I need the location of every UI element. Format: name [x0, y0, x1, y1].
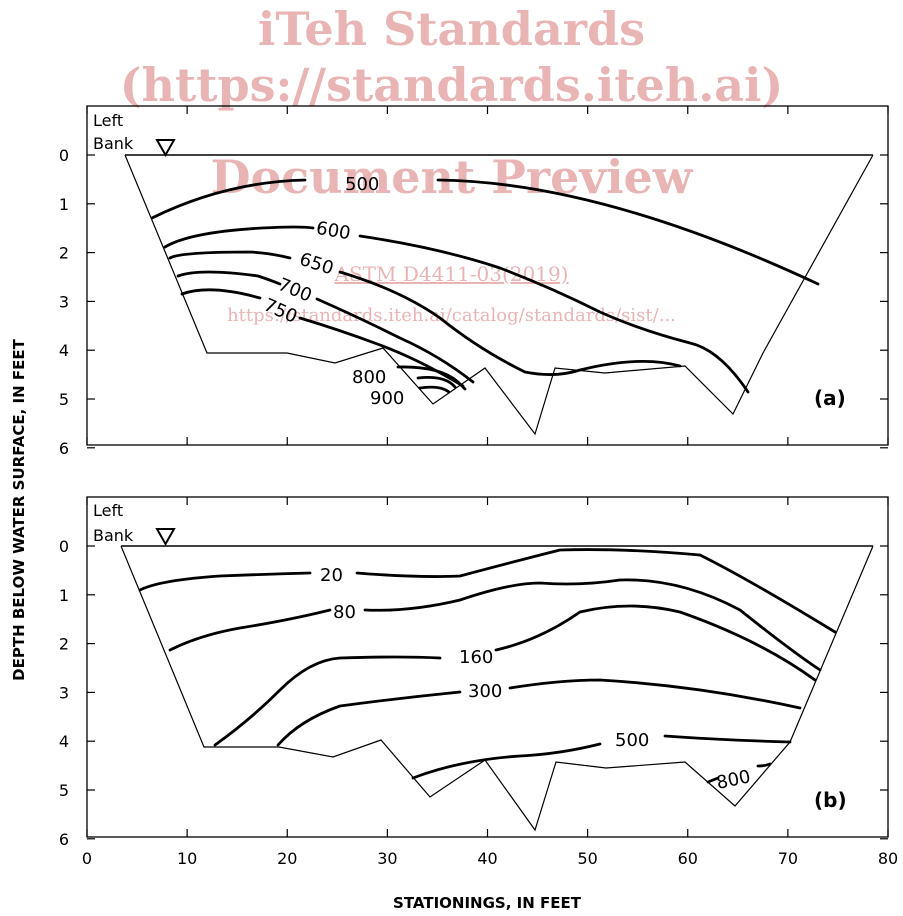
panel-b: Left Bank (b) 20 80 160 300 500 800: [86, 496, 889, 838]
panel-a-contour-650: [168, 250, 682, 376]
y-tick-label: 1: [59, 195, 69, 214]
panel-a-contour-900: [416, 376, 457, 394]
x-tick-label: 30: [377, 849, 397, 868]
x-tick-label: 60: [678, 849, 698, 868]
x-tick-label: 0: [82, 849, 92, 868]
panel-a-contour-600: [163, 225, 750, 394]
x-tick-label: 20: [277, 849, 297, 868]
panel-b-contour-20: [138, 548, 837, 634]
x-tick-label: 80: [878, 849, 898, 868]
panel-a-frame: [86, 105, 889, 446]
x-tick-label: 70: [778, 849, 798, 868]
panel-a-label-900: 900: [370, 388, 404, 409]
y-tick-label: 2: [59, 635, 69, 654]
watermark-preview: Document Preview: [210, 150, 693, 204]
panel-b-label-80: 80: [333, 602, 356, 623]
x-tick-label: 50: [577, 849, 597, 868]
panel-b-channel-bed: [120, 545, 874, 832]
y-tick-label: 2: [59, 244, 69, 263]
panel-a-label-500: 500: [345, 174, 379, 195]
panel-a-contour-700: [176, 270, 475, 384]
panel-b-contour-500: [411, 734, 792, 780]
y-tick-label: 4: [59, 732, 69, 751]
y-tick-label: 6: [59, 439, 69, 458]
watermark-title: iTeh Standards: [257, 2, 646, 56]
panel-a-water-level-icon: [155, 139, 176, 158]
panel-b-bank-label: Bank: [93, 526, 134, 545]
panel-b-label-300: 300: [468, 681, 502, 702]
y-tick-label: 4: [59, 341, 69, 360]
panel-b-contour-160: [213, 604, 817, 747]
y-tick-label: 1: [59, 586, 69, 605]
x-tick-label: 10: [177, 849, 197, 868]
panel-b-contour-800: [706, 762, 772, 784]
x-tick-label: 40: [477, 849, 497, 868]
y-tick-label: 0: [59, 537, 69, 556]
panel-b-label-160: 160: [459, 647, 493, 668]
panel-a-label-800: 800: [352, 367, 386, 388]
panel-a-tag: (a): [814, 386, 846, 410]
panel-a-label-650: 650: [297, 249, 336, 280]
axis-ticks: [86, 106, 889, 840]
panel-a-contour-800: [396, 365, 467, 391]
y-tick-label: 3: [59, 683, 69, 702]
y-tick-label: 3: [59, 292, 69, 311]
panel-b-contour-80: [168, 578, 822, 672]
watermark-url: (https://standards.iteh.ai): [119, 58, 784, 112]
panel-a-channel-bed: [124, 154, 874, 436]
panel-b-label-800: 800: [715, 766, 753, 794]
panel-b-water-level-icon: [155, 528, 176, 547]
y-tick-label: 5: [59, 781, 69, 800]
panel-a-contour-500: [150, 178, 820, 286]
panel-a-label-600: 600: [315, 218, 352, 245]
panel-a-left-label: Left: [93, 111, 123, 130]
panel-b-tag: (b): [814, 788, 847, 812]
y-tick-label: 6: [59, 830, 69, 849]
panel-b-contour-300: [276, 678, 802, 747]
panel-b-left-label: Left: [93, 501, 123, 520]
panel-b-label-20: 20: [320, 565, 343, 586]
panel-a-bank-label: Bank: [93, 134, 134, 153]
y-axis-label: DEPTH BELOW WATER SURFACE, IN FEET: [10, 338, 28, 680]
panel-b-label-500: 500: [615, 730, 649, 751]
panel-a: Left Bank (a) 500 600 650 700 750 800 90…: [86, 105, 889, 446]
y-tick-label: 0: [59, 146, 69, 165]
x-axis-label: STATIONINGS, IN FEET: [393, 894, 582, 912]
y-tick-label: 5: [59, 390, 69, 409]
